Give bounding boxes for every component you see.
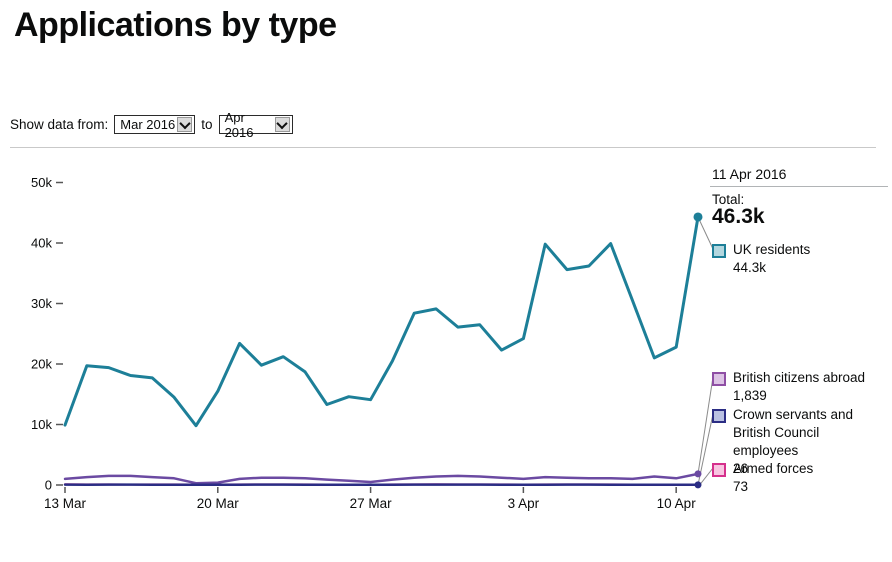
show-data-from-label: Show data from: [10, 117, 109, 132]
page-title: Applications by type [14, 6, 337, 44]
chevron-down-icon[interactable] [275, 117, 290, 132]
divider [10, 147, 876, 148]
legend-value: 44.3k [733, 260, 767, 275]
to-month-select[interactable]: Apr 2016 [218, 110, 293, 140]
y-tick-label-20k: 20k [31, 357, 52, 372]
end-dot-british-citizens-abroad [694, 470, 702, 478]
y-tick-label-10k: 10k [31, 417, 52, 432]
end-dot-uk-residents [693, 212, 703, 222]
y-tick-label-0: 0 [45, 478, 52, 493]
uk-residents-swatch-icon [712, 244, 726, 258]
crown-servants-value-overlapping: 26 [733, 461, 749, 476]
leader-line-0 [697, 216, 714, 250]
x-tick-label-3 Apr: 3 Apr [508, 496, 540, 511]
legend-value: 1,839 [733, 388, 767, 403]
legend-label: UK residents [733, 242, 811, 257]
series-lines [63, 212, 703, 489]
series-line-british-citizens-abroad [63, 472, 700, 485]
leader-line-3 [698, 467, 714, 487]
chevron-down-icon[interactable] [177, 117, 193, 132]
y-tick-label-40k: 40k [31, 236, 52, 251]
crown-servants-swatch-icon [712, 409, 726, 423]
x-tick-label-10 Apr: 10 Apr [657, 496, 697, 511]
armed-forces-swatch-icon [712, 463, 726, 477]
legend-item-armed-forces: 26 Armed forces 73 [712, 460, 892, 496]
legend-label: Armed forces [733, 461, 814, 476]
british-citizens-abroad-swatch-icon [712, 372, 726, 386]
date-range-controls: Show data from: Mar 2016 to Apr 2016 [10, 110, 293, 140]
x-tick-label-20 Mar: 20 Mar [197, 496, 240, 511]
y-tick-label-50k: 50k [31, 175, 52, 190]
tooltip-date: 11 Apr 2016 [712, 166, 787, 182]
y-axis: 0 10k 20k 30k 40k 50k [31, 175, 63, 493]
x-axis: 13 Mar 20 Mar 27 Mar 3 Apr 10 Apr [44, 487, 696, 511]
to-month-value: Apr 2016 [224, 109, 254, 140]
legend-item-uk-residents: UK residents 44.3k [712, 241, 892, 277]
legend-item-crown-servants: Crown servants and British Council emplo… [712, 406, 873, 460]
legend-value: 73 [733, 479, 749, 494]
total-value: 46.3k [712, 205, 765, 228]
legend-item-british-citizens-abroad: British citizens abroad 1,839 [712, 369, 892, 405]
to-label: to [201, 117, 213, 132]
end-dot-crown-servants-and-british-council-employees [694, 481, 702, 489]
legend-label: Crown servants and British Council emplo… [733, 407, 854, 458]
applications-line-chart[interactable]: 0 10k 20k 30k 40k 50k 13 Mar 20 Mar 27 Mar 3 Apr… [0, 160, 892, 540]
series-line-uk-residents [63, 215, 700, 428]
total-label: Total: [712, 192, 745, 207]
from-month-select[interactable]: Mar 2016 [114, 115, 196, 134]
legend-label: British citizens abroad [733, 370, 866, 385]
tooltip-panel: 11 Apr 2016 Total: 46.3k UK residents 44… [710, 160, 892, 540]
x-tick-label-13 Mar: 13 Mar [44, 496, 87, 511]
tooltip-divider [710, 186, 888, 187]
from-month-value: Mar 2016 [120, 117, 176, 132]
leader-line-1 [697, 376, 714, 474]
x-tick-label-27 Mar: 27 Mar [350, 496, 393, 511]
y-tick-label-30k: 30k [31, 296, 52, 311]
